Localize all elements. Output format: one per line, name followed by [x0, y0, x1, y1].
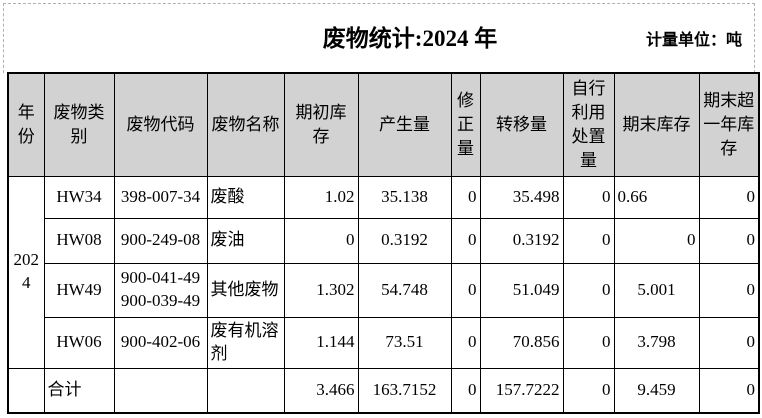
- header-cell-opening-stock: 期初库 存: [283, 72, 359, 177]
- category-cell: HW49: [43, 262, 115, 318]
- total-row: 合计 3.466 163.7152 0 157.7222 0 9.459 0: [7, 367, 760, 414]
- transferred-cell: 70.856: [479, 316, 564, 369]
- transferred-cell: 0.3192: [479, 217, 564, 264]
- code-empty-cell: [113, 367, 208, 414]
- header-row: 年份 废物类 别 废物代码 废物名称 期初库 存 产生量 修 正 量 转移量 自…: [7, 72, 760, 177]
- over-one-year-stock-cell: 0: [698, 175, 760, 219]
- closing-stock-cell: 3.798: [613, 316, 700, 369]
- generated-cell: 0.3192: [357, 217, 452, 264]
- header-cell-self-disposed: 自行 利用 处置 量: [562, 72, 615, 177]
- closing-stock-cell: 0.66: [613, 175, 700, 219]
- over-one-year-stock-cell: 0: [698, 262, 760, 318]
- transferred-cell: 51.049: [479, 262, 564, 318]
- total-transferred-cell: 157.7222: [479, 367, 564, 414]
- generated-cell: 54.748: [357, 262, 452, 318]
- correction-cell: 0: [450, 175, 481, 219]
- table-row: 2024 HW34 398-007-34 废酸 1.02 35.138 0 35…: [7, 175, 760, 369]
- header-cell-correction: 修 正 量: [450, 72, 481, 177]
- opening-stock-cell: 1.144: [283, 316, 359, 369]
- code-cell: 900-402-06: [113, 316, 208, 369]
- table-row: HW08 900-249-08 废油 0 0.3192 0 0.3192 0 0…: [8, 217, 760, 264]
- name-cell: 废酸: [206, 175, 285, 219]
- generated-cell: 73.51: [357, 316, 452, 369]
- total-opening-stock-cell: 3.466: [283, 367, 359, 414]
- closing-stock-cell: 5.001: [613, 262, 700, 318]
- generated-cell: 35.138: [357, 175, 452, 219]
- category-cell: HW08: [43, 217, 115, 264]
- header-cell-year: 年份: [7, 72, 45, 177]
- header-cell-over-one-year-stock: 期末超 一年库 存: [698, 72, 760, 177]
- code-cell: 900-041-49 900-039-49: [113, 262, 208, 318]
- header-cell-code: 废物代码: [113, 72, 208, 177]
- opening-stock-cell: 1.302: [283, 262, 359, 318]
- over-one-year-stock-cell: 0: [698, 316, 760, 369]
- year-cell: 2024: [7, 175, 45, 369]
- self-disposed-cell: 0: [562, 175, 615, 219]
- code-cell: 900-249-08: [113, 217, 208, 264]
- category-cell: HW34: [43, 175, 115, 219]
- correction-cell: 0: [450, 316, 481, 369]
- table-row: HW06 900-402-06 废有机溶剂 1.144 73.51 0 70.8…: [8, 316, 760, 369]
- total-label-cell: 合计: [43, 367, 115, 414]
- name-empty-cell: [206, 367, 285, 414]
- table-row: HW49 900-041-49 900-039-49 其他废物 1.302 54…: [8, 262, 760, 318]
- name-cell: 其他废物: [206, 262, 285, 318]
- opening-stock-cell: 0: [283, 217, 359, 264]
- self-disposed-cell: 0: [562, 262, 615, 318]
- opening-stock-cell: 1.02: [283, 175, 359, 219]
- year-empty-cell: [7, 367, 45, 414]
- category-cell: HW06: [43, 316, 115, 369]
- closing-stock-cell: 0: [613, 217, 700, 264]
- correction-cell: 0: [450, 262, 481, 318]
- print-area-dashed-border: [3, 3, 755, 73]
- page-title: 废物统计:2024 年: [322, 26, 498, 51]
- code-cell: 398-007-34: [113, 175, 208, 219]
- name-cell: 废油: [206, 217, 285, 264]
- header-cell-category: 废物类 别: [43, 72, 115, 177]
- header-cell-generated: 产生量: [357, 72, 452, 177]
- header-cell-name: 废物名称: [206, 72, 285, 177]
- unit-label: 计量单位：吨: [645, 32, 742, 49]
- total-over-one-year-stock-cell: 0: [698, 367, 760, 414]
- header-cell-closing-stock: 期末库存: [613, 72, 700, 177]
- correction-cell: 0: [450, 217, 481, 264]
- total-closing-stock-cell: 9.459: [613, 367, 700, 414]
- self-disposed-cell: 0: [562, 316, 615, 369]
- self-disposed-cell: 0: [562, 217, 615, 264]
- transferred-cell: 35.498: [479, 175, 564, 219]
- waste-stats-table: 年份 废物类 别 废物代码 废物名称 期初库 存 产生量 修 正 量 转移量 自…: [7, 72, 760, 414]
- over-one-year-stock-cell: 0: [698, 217, 760, 264]
- name-cell: 废有机溶剂: [206, 316, 285, 369]
- total-self-disposed-cell: 0: [562, 367, 615, 414]
- total-generated-cell: 163.7152: [357, 367, 452, 414]
- header-cell-transferred: 转移量: [479, 72, 564, 177]
- total-correction-cell: 0: [450, 367, 481, 414]
